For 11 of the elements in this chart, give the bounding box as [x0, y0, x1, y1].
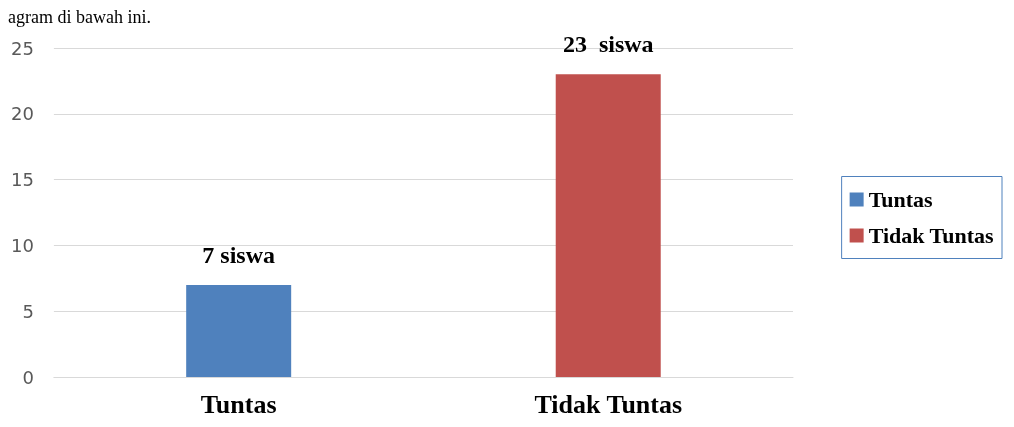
data-label: 23 siswa: [562, 31, 654, 58]
legend-label: Tidak Tuntas: [868, 223, 995, 248]
legend-label: Tuntas: [868, 187, 934, 212]
y-tick-label: 5: [22, 300, 34, 322]
y-tick-label: 15: [11, 169, 34, 191]
data-label: 7 siswa: [202, 241, 276, 268]
y-tick-label: 10: [11, 234, 34, 256]
text: agram di bawah ini.: [8, 7, 151, 27]
y-tick-label: 20: [11, 103, 34, 125]
y-tick-label: 0: [22, 366, 34, 388]
y-tick-label: 25: [11, 37, 34, 59]
